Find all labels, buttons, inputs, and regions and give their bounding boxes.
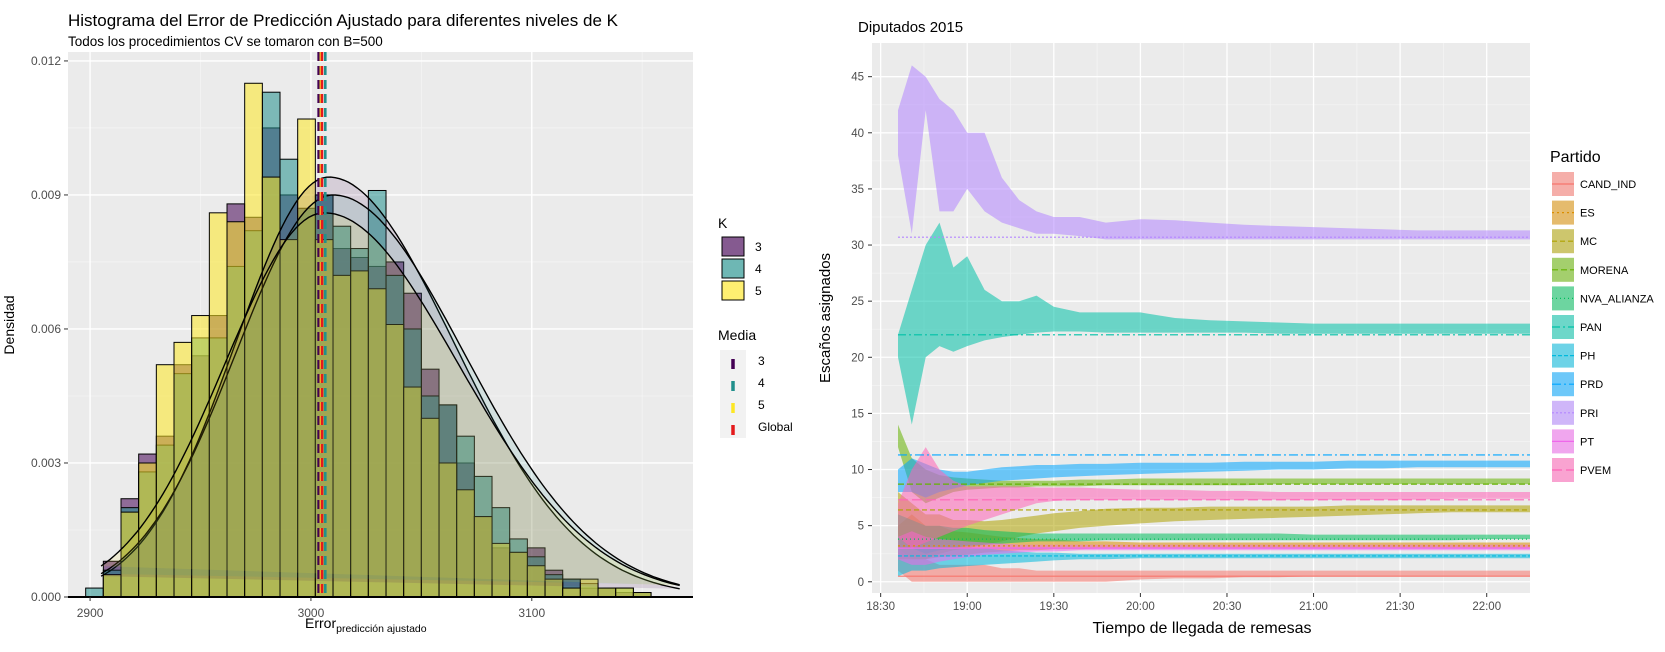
y-tick-label: 0.006 — [31, 322, 61, 336]
histogram-bar-k5 — [102, 574, 122, 598]
y-tick-label: 25 — [851, 296, 864, 308]
y-tick-label: 0.003 — [31, 456, 61, 470]
legend-label: MC — [1580, 236, 1597, 248]
x-tick-label: 19:30 — [1039, 601, 1068, 613]
legend-label: MORENA — [1580, 265, 1629, 277]
density-curves — [68, 176, 693, 598]
histogram-subtitle: Todos los procedimientos CV se tomaron c… — [68, 34, 383, 49]
legend-swatch-pvem — [1552, 458, 1574, 482]
area-chart-x-ticks: 18:30 19:00 19:30 20:00 20:30 21:00 21:30 22:00 — [866, 593, 1501, 613]
x-tick-label: 2900 — [77, 606, 104, 620]
y-tick-label: 0.012 — [31, 54, 61, 68]
legend-k-title: K — [718, 215, 728, 231]
histogram-bar-k5 — [562, 587, 581, 598]
area-band-cand_ind — [898, 548, 1530, 582]
area-chart-x-axis-label: Tiempo de llegada de remesas — [1092, 620, 1311, 637]
histogram-x-axis-label: Errorpredicción ajustado — [305, 615, 427, 635]
legend-swatch-prd — [1552, 372, 1574, 397]
x-tick-label: 3000 — [298, 606, 325, 620]
area-band-mc — [898, 492, 1530, 560]
y-tick-label: 35 — [851, 184, 864, 196]
histogram-legend: K 3 4 5 Media 3 4 5 Global — [718, 215, 793, 438]
legend-swatch-nva_alianza — [1552, 286, 1574, 311]
x-label-subscript: predicción ajustado — [336, 623, 427, 635]
legend-partido-title: Partido — [1550, 149, 1601, 166]
area-band-prd — [898, 458, 1530, 498]
y-tick-label: 5 — [858, 521, 864, 533]
y-tick-label: 0.009 — [31, 188, 61, 202]
density-curve-k3 — [100, 176, 680, 590]
x-tick-label: 20:30 — [1213, 601, 1242, 613]
legend-label: PRD — [1580, 379, 1603, 391]
area-band-nva_alianza — [898, 514, 1530, 554]
legend-media-label: 4 — [758, 376, 765, 390]
x-tick-label: 22:00 — [1472, 601, 1501, 613]
legend-party-items: CAND_IND ES MC MORENA NVA_ALIANZA PAN PH PRD PRI… — [1552, 172, 1654, 482]
area-chart-y-axis-label: Escaños asignados — [817, 253, 834, 383]
legend-media-title: Media — [718, 327, 756, 343]
x-tick-label: 19:00 — [953, 601, 982, 613]
legend-label: ES — [1580, 208, 1595, 220]
legend-k-label: 3 — [755, 240, 762, 254]
legend-media-label: Global — [758, 420, 793, 434]
area-band-pan — [898, 222, 1530, 425]
area-band-pvem — [898, 447, 1530, 549]
legend-label: PAN — [1580, 322, 1602, 334]
legend-media-items: 3 4 5 Global — [720, 350, 793, 438]
legend-label: CAND_IND — [1580, 179, 1636, 191]
legend-k-swatch-4 — [721, 258, 745, 279]
legend-label: PT — [1580, 436, 1594, 448]
legend-k-label: 4 — [755, 262, 762, 276]
final-value-lines — [897, 236, 1530, 577]
legend-label: PRI — [1580, 408, 1598, 420]
legend-k-items: 3 4 5 — [721, 236, 762, 301]
histogram-chart: Histograma del Error de Predicción Ajust… — [1, 11, 793, 635]
y-tick-label: 45 — [851, 72, 864, 84]
y-tick-label: 40 — [851, 128, 864, 140]
area-chart-title: Diputados 2015 — [858, 19, 963, 36]
legend-media-label: 5 — [758, 398, 765, 412]
histogram-bar-k5 — [615, 587, 634, 598]
legend-label: NVA_ALIANZA — [1580, 293, 1654, 305]
legend-k-swatch-5 — [721, 280, 745, 301]
y-tick-label: 30 — [851, 240, 864, 252]
density-curve-k4 — [100, 194, 680, 586]
y-tick-label: 0.000 — [31, 590, 61, 604]
y-tick-label: 10 — [851, 465, 864, 477]
histogram-x-ticks: 2900 3000 3100 — [77, 597, 545, 620]
legend-media-label: 3 — [758, 354, 765, 368]
area-chart-y-ticks: 0 5 10 15 20 25 30 35 40 45 — [851, 72, 872, 589]
x-tick-label: 21:00 — [1299, 601, 1328, 613]
mean-lines — [317, 52, 327, 597]
y-tick-label: 20 — [851, 352, 864, 364]
legend-swatch-ph — [1552, 343, 1574, 368]
legend-k-label: 5 — [755, 284, 762, 298]
legend-swatch-pri — [1552, 400, 1574, 425]
histogram-y-ticks: 0.000 0.003 0.006 0.009 0.012 — [31, 54, 68, 604]
density-curve-k5 — [100, 212, 680, 587]
legend-label: PH — [1580, 351, 1595, 363]
area-band-ph — [898, 548, 1530, 577]
legend-k-swatch-3 — [721, 236, 745, 257]
histogram-bar-k5 — [597, 587, 617, 598]
x-tick-label: 21:30 — [1386, 601, 1415, 613]
legend-label: PVEM — [1580, 465, 1611, 477]
area-chart: Diputados 2015 18:30 19:00 19:30 20:00 20:30… — [817, 19, 1654, 637]
y-tick-label: 15 — [851, 408, 864, 420]
histogram-bar-k4 — [85, 587, 104, 598]
y-tick-label: 0 — [858, 577, 864, 589]
area-chart-legend: Partido CAND_IND ES MC MORENA NVA_ALIANZA PAN… — [1550, 149, 1654, 482]
x-tick-label: 3100 — [518, 606, 545, 620]
x-tick-label: 18:30 — [866, 601, 895, 613]
x-tick-label: 20:00 — [1126, 601, 1155, 613]
histogram-y-axis-label: Densidad — [1, 295, 17, 354]
histogram-title: Histograma del Error de Predicción Ajust… — [68, 11, 619, 30]
x-label-main: Error — [305, 615, 336, 631]
